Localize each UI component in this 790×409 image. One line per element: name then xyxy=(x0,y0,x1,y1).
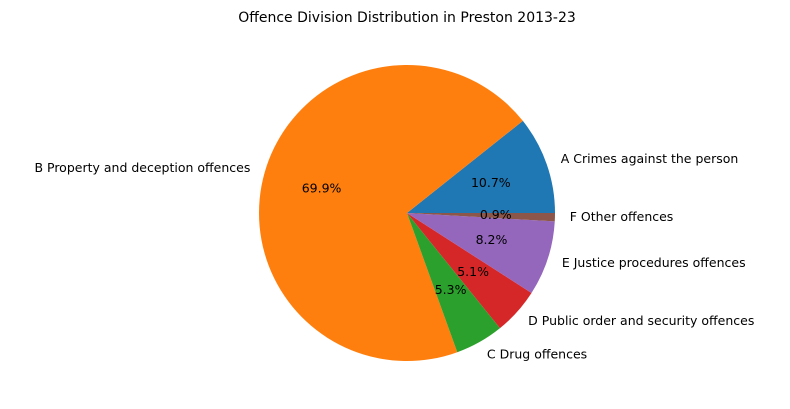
chart-title: Offence Division Distribution in Preston… xyxy=(238,10,576,26)
percent-label-d: 5.1% xyxy=(457,264,489,279)
slice-labels: A Crimes against the person B Property an… xyxy=(34,151,754,361)
pie-slice-a xyxy=(407,120,555,213)
slice-label-d: D Public order and security offences xyxy=(528,313,754,328)
percent-label-c: 5.3% xyxy=(435,282,467,297)
percent-labels: 10.7% 69.9% 5.3% 5.1% 8.2% 0.9% xyxy=(302,175,512,297)
percent-label-e: 8.2% xyxy=(476,232,508,247)
pie-slice-f xyxy=(407,213,555,222)
pie-slices xyxy=(259,65,555,362)
pie-slice-d xyxy=(407,213,532,329)
percent-label-b: 69.9% xyxy=(302,180,342,195)
pie-slice-e xyxy=(407,213,555,294)
slice-label-b: B Property and deception offences xyxy=(34,160,250,175)
slice-label-e: E Justice procedures offences xyxy=(562,255,746,270)
pie-slice-b xyxy=(259,65,523,362)
percent-label-a: 10.7% xyxy=(471,175,511,190)
slice-label-a: A Crimes against the person xyxy=(561,151,739,166)
slice-label-c: C Drug offences xyxy=(487,346,587,361)
percent-label-f: 0.9% xyxy=(480,207,512,222)
slice-label-f: F Other offences xyxy=(570,209,674,224)
pie-slice-c xyxy=(407,213,501,353)
